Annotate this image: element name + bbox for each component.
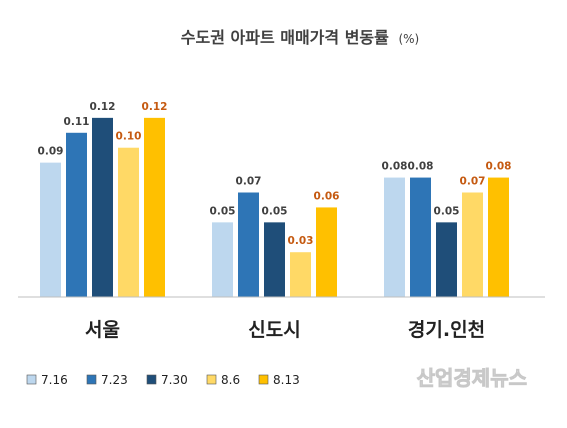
bar-신도시-7.23 — [238, 192, 259, 297]
data-label: 0.03 — [288, 235, 314, 247]
chart-title-unit: (%) — [398, 32, 419, 46]
data-label: 0.09 — [38, 146, 64, 158]
legend-swatch — [258, 374, 269, 385]
data-label: 0.06 — [314, 190, 340, 202]
data-label: 0.08 — [382, 161, 408, 173]
bar-서울-7.16 — [40, 162, 61, 297]
legend-swatch — [86, 374, 97, 385]
legend-label: 7.23 — [101, 373, 128, 387]
value-labels-group: 0.090.110.120.100.120.050.070.050.030.06… — [38, 101, 512, 247]
bar-서울-8.6 — [118, 147, 139, 297]
data-label: 0.08 — [408, 161, 434, 173]
legend-swatch — [206, 374, 217, 385]
legend-label: 8.13 — [273, 373, 300, 387]
category-label: 신도시 — [248, 319, 300, 341]
data-label: 0.07 — [236, 176, 262, 188]
chart-title: 수도권 아파트 매매가격 변동률 (%) — [181, 28, 419, 47]
bar-신도시-7.30 — [264, 222, 285, 297]
bar-신도시-8.13 — [316, 207, 337, 297]
bar-서울-8.13 — [144, 117, 165, 297]
category-label: 서울 — [85, 319, 120, 341]
data-label: 0.05 — [262, 205, 288, 217]
category-labels-group: 서울 신도시 경기.인천 — [85, 319, 485, 341]
legend-label: 7.30 — [161, 373, 188, 387]
watermark-logo: 산업경제뉴스 — [417, 366, 527, 390]
legend-label: 7.16 — [41, 373, 68, 387]
data-label: 0.05 — [434, 205, 460, 217]
chart-title-text: 수도권 아파트 매매가격 변동률 — [181, 28, 389, 47]
legend-swatch — [26, 374, 37, 385]
legend-swatch — [146, 374, 157, 385]
bar-경기.인천-7.16 — [384, 177, 405, 297]
legend-label: 8.6 — [221, 373, 240, 387]
legend: 7.16 7.23 7.30 8.6 8.13 — [26, 373, 300, 387]
data-label: 0.12 — [142, 101, 168, 113]
bar-경기.인천-7.23 — [410, 177, 431, 297]
bar-경기.인천-8.6 — [462, 192, 483, 297]
bar-서울-7.30 — [92, 117, 113, 297]
data-label: 0.12 — [90, 101, 116, 113]
bars-group — [40, 117, 509, 297]
data-label: 0.05 — [210, 205, 236, 217]
bar-경기.인천-8.13 — [488, 177, 509, 297]
bar-신도시-7.16 — [212, 222, 233, 297]
bar-서울-7.23 — [66, 132, 87, 297]
data-label: 0.10 — [116, 131, 142, 143]
bar-경기.인천-7.30 — [436, 222, 457, 297]
data-label: 0.07 — [460, 176, 486, 188]
data-label: 0.08 — [486, 161, 512, 173]
bar-신도시-8.6 — [290, 252, 311, 297]
category-label: 경기.인천 — [408, 319, 485, 341]
data-label: 0.11 — [64, 116, 90, 128]
